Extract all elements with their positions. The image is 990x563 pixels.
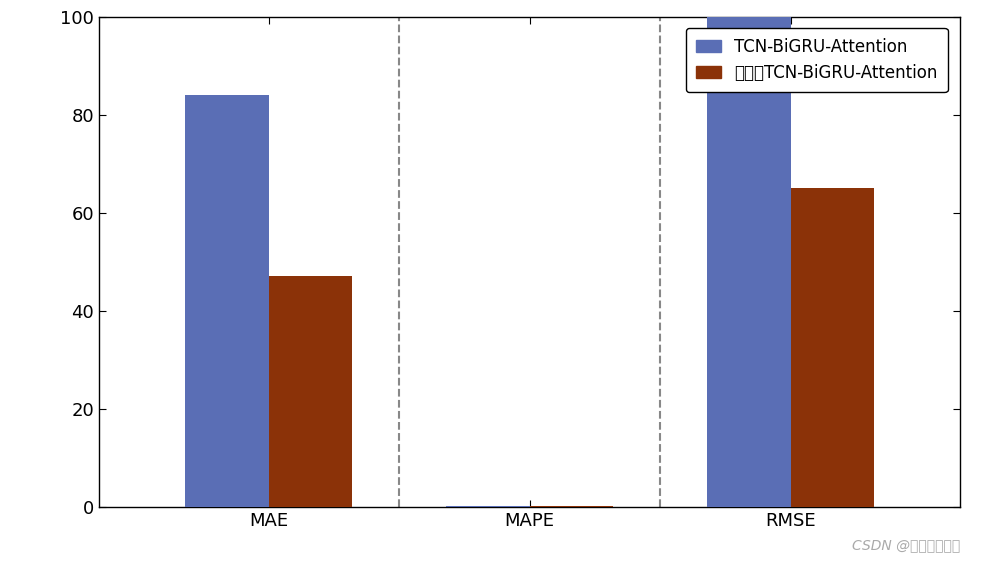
- Bar: [707, 17, 791, 507]
- Bar: [268, 276, 352, 507]
- Bar: [185, 95, 268, 507]
- Legend: TCN-BiGRU-Attention, 优化后TCN-BiGRU-Attention: TCN-BiGRU-Attention, 优化后TCN-BiGRU-Attent…: [686, 28, 947, 92]
- Bar: [791, 188, 874, 507]
- Text: CSDN @机器学习之心: CSDN @机器学习之心: [852, 538, 960, 552]
